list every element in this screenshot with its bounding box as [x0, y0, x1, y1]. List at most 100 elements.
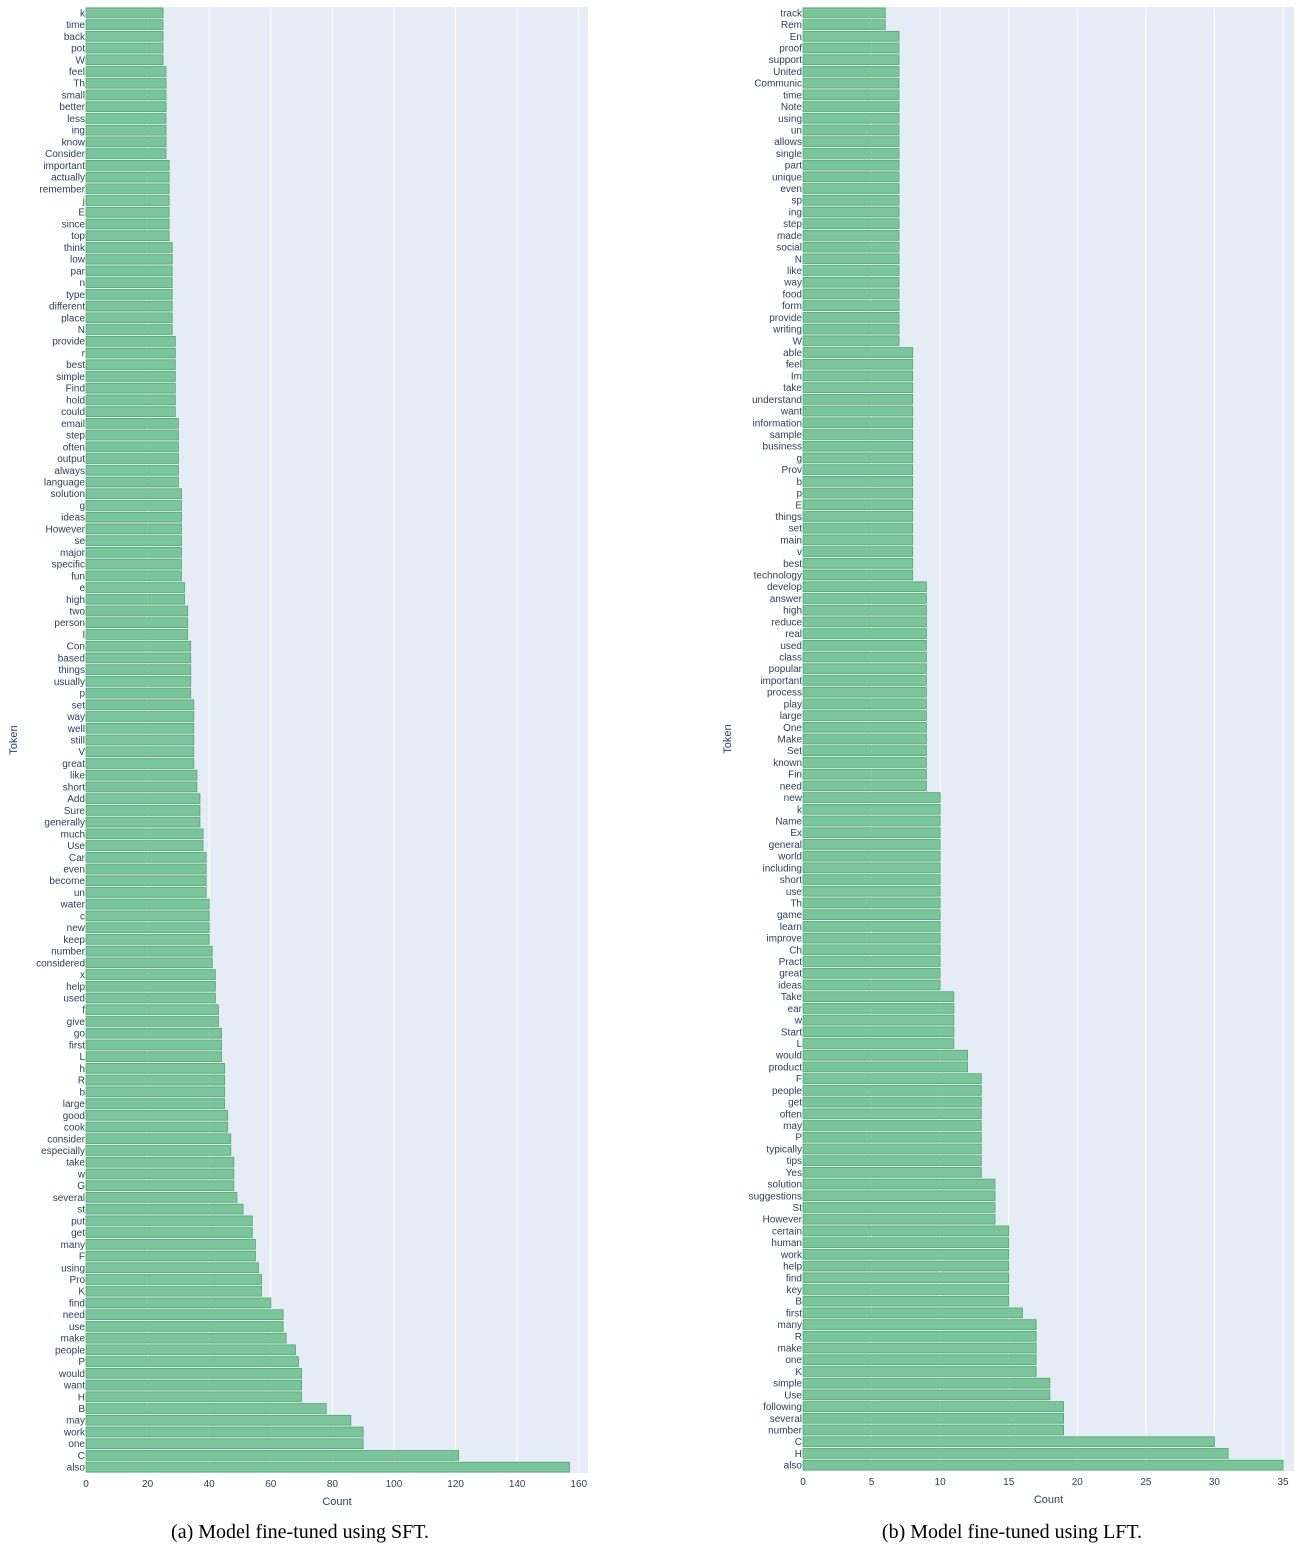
y-tick-label: important [43, 161, 85, 172]
y-tick-label: generally [44, 818, 85, 829]
y-tick-label: R [795, 1332, 802, 1343]
bar-world [802, 850, 941, 862]
bar-actually [85, 171, 170, 183]
bar-One [802, 721, 927, 733]
bar-un [802, 124, 900, 136]
y-tick-label: pot [71, 44, 85, 55]
x-tick-label: 35 [1277, 1477, 1289, 1488]
bar-solution [802, 1178, 996, 1190]
y-tick-label: type [66, 290, 85, 301]
y-tick-label: B [78, 1404, 85, 1415]
y-tick-label: even [780, 184, 802, 195]
y-tick-label: Take [781, 992, 803, 1003]
bar-including [802, 862, 941, 874]
y-tick-label: short [63, 782, 85, 793]
bar-consider [85, 1133, 232, 1145]
bar-different [85, 300, 173, 312]
bar-type [85, 289, 173, 300]
bar-place [85, 312, 173, 324]
bar-proof [802, 42, 900, 54]
y-tick-label: K [795, 1367, 802, 1378]
y-tick-label: un [791, 125, 802, 136]
y-tick-label: E [795, 500, 802, 511]
y-tick-label: p [796, 489, 802, 500]
bar-writing [802, 323, 900, 335]
y-tick-label: ideas [778, 980, 802, 991]
bar-St [802, 1202, 996, 1213]
x-tick-label: 30 [1209, 1477, 1221, 1488]
y-tick-label: great [62, 759, 85, 770]
y-tick-label: get [71, 1228, 85, 1239]
y-tick-label: used [63, 994, 85, 1005]
bar-step [85, 429, 179, 441]
bar-Note [802, 101, 900, 112]
y-tick-label: top [71, 231, 85, 242]
bar-Start [802, 1026, 955, 1038]
y-tick-label: language [44, 477, 86, 488]
y-tick-label: many [61, 1240, 85, 1251]
bar-still [85, 734, 195, 746]
y-tick-label: L [796, 1039, 802, 1050]
y-tick-label: better [59, 102, 85, 113]
bar-new [85, 922, 210, 933]
y-tick-label: understand [752, 395, 802, 406]
y-tick-label: less [67, 114, 85, 125]
y-tick-label: high [783, 606, 802, 617]
bar-person [85, 617, 189, 629]
bar-g [802, 452, 914, 464]
y-tick-label: se [74, 536, 85, 547]
y-tick-label: high [66, 595, 85, 606]
bar-get [85, 1227, 253, 1238]
bar-even [85, 863, 207, 875]
bar-using [85, 1262, 259, 1274]
bar-provide [802, 312, 900, 323]
bar-pot [85, 42, 164, 54]
bar-suggestions [802, 1190, 996, 1202]
y-tick-label: single [776, 149, 803, 160]
bar-great [85, 758, 195, 769]
bar-one [802, 1354, 1037, 1366]
bar-improve [802, 932, 941, 944]
y-tick-label: following [763, 1402, 802, 1413]
y-tick-label: Prov [781, 465, 802, 476]
y-tick-label: new [67, 923, 86, 934]
y-tick-label: sample [770, 430, 803, 441]
bar-Ch [802, 944, 941, 956]
bar-even [802, 183, 900, 194]
bar-many [802, 1319, 1037, 1330]
bar-usually [85, 676, 192, 687]
y-tick-label: Ch [789, 945, 802, 956]
bar-sp [802, 194, 900, 206]
y-tick-label: popular [769, 664, 803, 675]
y-tick-label: Consider [45, 149, 86, 160]
bar-C [85, 1450, 460, 1461]
y-tick-label: Use [67, 841, 85, 852]
y-tick-label: k [797, 805, 803, 816]
bar-B [85, 1403, 327, 1414]
bar-H [85, 1391, 302, 1403]
y-tick-label: Start [781, 1027, 802, 1038]
panel-sft: ktimebackpotWfeelThsmallbetterlessingkno… [8, 7, 588, 1543]
y-tick-label: considered [36, 958, 85, 969]
bar-one [85, 1438, 364, 1450]
bar-back [85, 30, 164, 42]
bar-ideas [802, 979, 941, 991]
y-tick-label: K [78, 1287, 85, 1298]
bar-P [802, 1131, 982, 1143]
y-tick-label: United [773, 67, 802, 78]
bar-certain [802, 1225, 1010, 1237]
y-tick-label: Communic [754, 79, 802, 90]
y-tick-label: person [54, 618, 85, 629]
bar-two [85, 605, 189, 617]
y-tick-label: Pro [69, 1275, 85, 1286]
bar-L [85, 1051, 222, 1062]
y-tick-label: still [71, 736, 85, 747]
y-tick-label: made [777, 231, 802, 242]
bar-time [85, 19, 164, 30]
y-tick-label: often [780, 1109, 802, 1120]
bar-take [802, 382, 914, 393]
caption: (a) Model fine-tuned using SFT. [171, 1521, 429, 1543]
y-tick-label: since [62, 219, 86, 230]
bar-solution [85, 488, 182, 500]
y-tick-label: would [58, 1369, 85, 1380]
